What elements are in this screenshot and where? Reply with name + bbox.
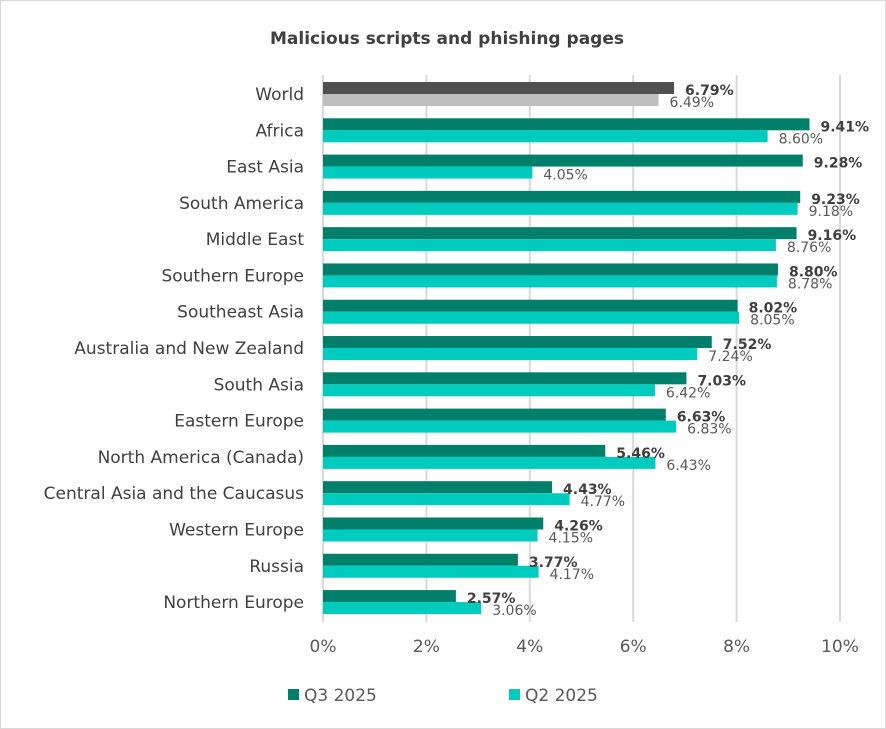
category-label: East Asia (226, 158, 304, 178)
x-tick-label: 6% (620, 637, 647, 657)
data-label-q3: 5.46% (616, 446, 665, 462)
category-label: South America (179, 194, 304, 214)
category-label: South Asia (214, 375, 304, 395)
chart-title: Malicious scripts and phishing pages (270, 29, 624, 49)
x-tick-label: 2% (413, 637, 440, 657)
x-tick-label: 4% (516, 637, 543, 657)
data-label-q3: 7.03% (697, 373, 746, 389)
category-label: Eastern Europe (174, 412, 304, 432)
data-label-q3: 9.23% (811, 192, 860, 208)
data-label-q2: 6.43% (666, 458, 710, 474)
category-label: Russia (249, 557, 304, 577)
data-label-q2: 6.83% (687, 422, 731, 438)
bar-q2 (323, 493, 570, 506)
category-label: Middle East (206, 230, 305, 250)
data-label-q2: 3.06% (492, 603, 536, 619)
bar-q2 (323, 202, 798, 215)
legend-swatch (288, 689, 299, 700)
data-label-q2: 4.15% (549, 530, 593, 546)
bar-q2 (323, 166, 533, 179)
bar-q3 (323, 590, 456, 603)
legend-swatch (509, 689, 520, 700)
bar-q3 (323, 227, 797, 240)
data-label-q3: 9.28% (814, 156, 863, 172)
bar-q3 (323, 481, 553, 494)
bar-q3 (323, 372, 687, 385)
bar-q2 (323, 384, 655, 397)
x-tick-label: 8% (723, 637, 750, 657)
bar-q3 (323, 408, 666, 421)
data-label-q3: 4.43% (563, 482, 612, 498)
bar-q2 (323, 130, 768, 143)
data-label-q3: 6.79% (685, 83, 734, 99)
bar-q2 (323, 529, 538, 542)
bar-q2 (323, 239, 776, 252)
category-label: North America (Canada) (98, 448, 304, 468)
x-tick-label: 10% (821, 637, 859, 657)
data-label-q2: 6.42% (666, 385, 710, 401)
bar-q3 (323, 118, 810, 131)
data-label-q2: 4.17% (550, 567, 594, 583)
bar-q2 (323, 348, 698, 361)
category-label: Central Asia and the Caucasus (44, 484, 304, 504)
data-label-q2: 4.05% (543, 168, 587, 184)
data-label-q3: 8.80% (789, 264, 838, 280)
data-label-q3: 6.63% (677, 410, 726, 426)
bar-q3 (323, 190, 801, 203)
category-label: Australia and New Zealand (74, 339, 304, 359)
bar-q2 (323, 94, 659, 106)
bar-q3 (323, 517, 544, 530)
bar-q2 (323, 311, 740, 324)
bar-q2 (323, 602, 482, 615)
bar-q2 (323, 275, 777, 288)
data-label-q3: 9.41% (820, 119, 869, 135)
data-label-q3: 8.02% (749, 301, 798, 317)
data-label-q2: 9.18% (809, 204, 853, 220)
data-label-q2: 8.78% (788, 276, 832, 292)
category-label: World (255, 85, 304, 105)
data-label-q2: 8.05% (750, 313, 794, 329)
data-label-q3: 9.16% (808, 228, 857, 244)
data-label-q2: 8.76% (787, 240, 831, 256)
data-label-q2: 8.60% (779, 131, 823, 147)
bar-q3 (323, 553, 518, 566)
data-label-q3: 7.52% (723, 337, 772, 353)
category-label: Western Europe (169, 520, 304, 540)
data-label-q2: 4.77% (581, 494, 625, 510)
data-label-q2: 6.49% (670, 95, 714, 111)
data-label-q2: 7.24% (708, 349, 752, 365)
data-label-q3: 3.77% (529, 555, 578, 571)
data-label-q3: 4.26% (554, 518, 603, 534)
bar-q3 (323, 263, 778, 276)
category-label: Africa (256, 121, 305, 141)
category-label: Southern Europe (161, 266, 304, 286)
bar-q2 (323, 420, 677, 433)
bar-q3 (323, 299, 738, 312)
bar-q3 (323, 444, 606, 457)
bar-q2 (323, 565, 539, 578)
bar-q3 (323, 82, 675, 94)
bar-q3 (323, 336, 712, 349)
x-tick-label: 0% (310, 637, 337, 657)
legend-label: Q2 2025 (525, 686, 598, 706)
data-label-q3: 2.57% (467, 591, 516, 607)
category-label: Northern Europe (163, 593, 304, 613)
bar-q3 (323, 154, 803, 167)
legend-label: Q3 2025 (304, 686, 377, 706)
category-label: Southeast Asia (177, 303, 304, 323)
bar-q2 (323, 456, 656, 469)
